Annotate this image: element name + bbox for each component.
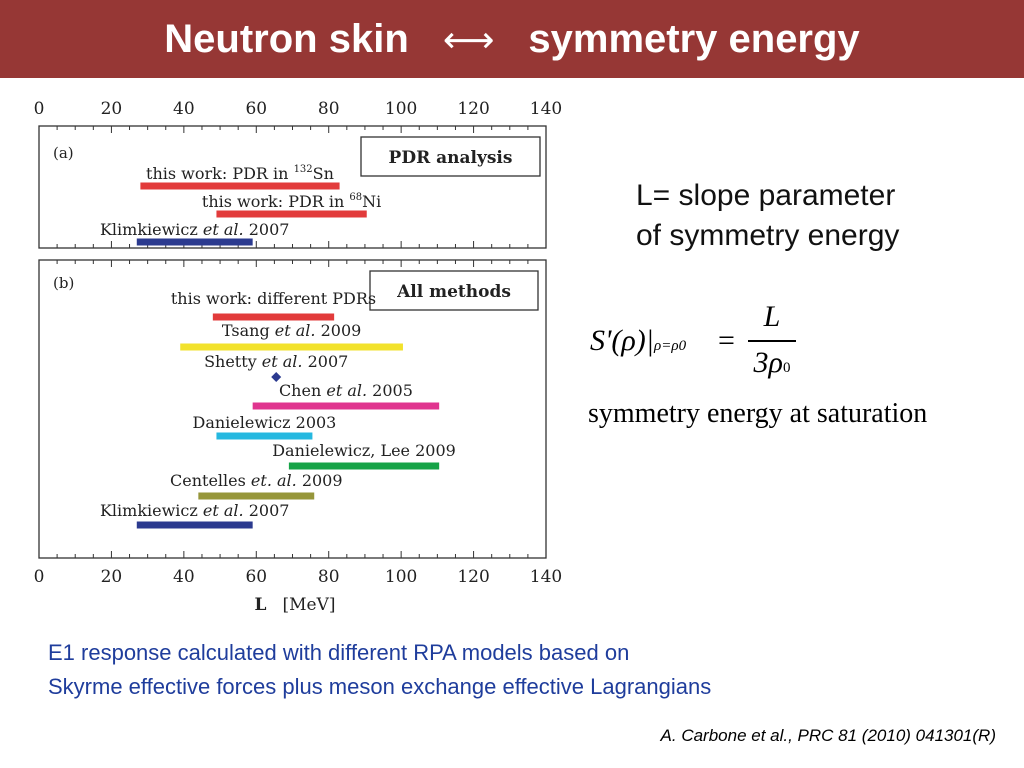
tick-label-top: 140 [530,99,562,119]
slide-title: Neutron skin ⟷ symmetry energy [0,0,1024,78]
definition-line-2: of symmetry energy [636,219,900,252]
tick-label-top: 40 [173,99,195,119]
tick-label-top: 80 [318,99,340,119]
tick-label-bottom: 140 [530,567,562,587]
formula-caption: symmetry energy at saturation [588,398,928,429]
range-bar [180,343,403,351]
panel-method-box [360,136,541,177]
definition-line-1: L= slope parameter [636,179,896,212]
x-axis-label: L [MeV] [255,595,336,615]
panel-method-label: PDR analysis [389,148,513,168]
panel-label: (a) [53,144,74,162]
entry-label: Chen et al. 2005 [279,381,413,400]
tick-label-bottom: 0 [34,567,45,587]
panel-method-label: All methods [396,282,511,302]
entry-label: Centelles et. al. 2009 [170,471,343,490]
entry-label: Danielewicz, Lee 2009 [272,441,456,460]
tick-label-bottom: 100 [385,567,417,587]
range-bar [212,313,335,321]
range-bar [216,210,367,218]
fraction-bar [748,340,796,342]
panel-label: (b) [53,274,74,292]
tick-label-bottom: 40 [173,567,195,587]
tick-label-top: 120 [457,99,489,119]
formula-numerator: L [763,300,781,333]
range-bar [252,402,440,410]
formula-lhs: S'(ρ)|ρ=ρ0 [590,324,687,357]
entry-label: this work: PDR in 132Sn [146,164,334,183]
tick-label-top: 0 [34,99,45,119]
tick-label-top: 20 [101,99,123,119]
tick-label-bottom: 60 [245,567,267,587]
description: E1 response calculated with different RP… [48,636,711,704]
title-bar [0,0,1024,78]
tick-label-top: 100 [385,99,417,119]
entry-label: Shetty et al. 2007 [204,352,348,371]
citation: A. Carbone et al., PRC 81 (2010) 041301(… [660,726,996,745]
entry-label: this work: PDR in 68Ni [202,192,381,211]
range-bar [198,492,315,500]
tick-label-bottom: 20 [101,567,123,587]
range-bar [140,182,340,190]
formula-denominator: 3ρ0 [753,346,791,379]
slope-definition: L= slope parameter of symmetry energy [636,176,1016,256]
tick-label-bottom: 80 [318,567,340,587]
description-line-2: Skyrme effective forces plus meson excha… [48,674,712,699]
point-marker [271,372,282,382]
tick-label-bottom: 120 [457,567,489,587]
entry-label: Klimkiewicz et al. 2007 [100,220,289,239]
title-right: symmetry energy [528,17,860,61]
double-arrow-icon: ⟷ [442,20,495,61]
l-range-chart: 0 0 20 20 40 40 60 60 80 80 100 100 120 120 140 140 (a) P… [34,99,563,615]
range-bar [216,432,313,440]
description-line-1: E1 response calculated with different RP… [48,640,630,665]
formula-equals: = [718,324,735,357]
range-bar [136,238,253,246]
entry-label: Danielewicz 2003 [193,413,337,432]
range-bar [288,462,440,470]
range-bar [136,521,253,529]
slope-formula: S'(ρ)|ρ=ρ0 = L 3ρ0 [590,298,820,388]
entry-label: Tsang et al. 2009 [222,321,361,340]
entry-label: this work: different PDRs [171,289,376,308]
title-left: Neutron skin [164,17,409,61]
panel-method-box [369,270,539,311]
tick-label-top: 60 [245,99,267,119]
entry-label: Klimkiewicz et al. 2007 [100,501,289,520]
